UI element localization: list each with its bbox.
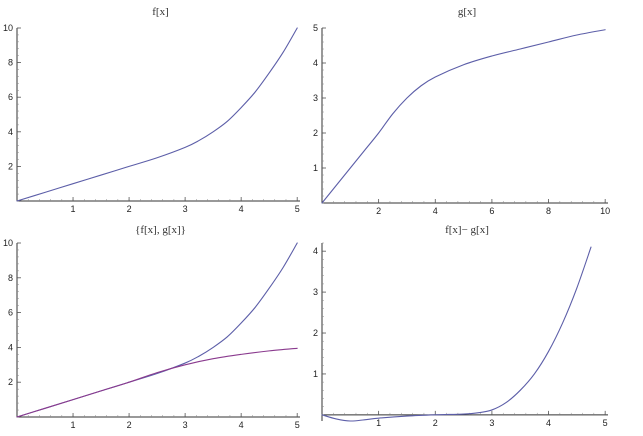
y-tick-label: 1: [313, 369, 318, 379]
y-tick-label: 1: [313, 163, 318, 173]
x-tick-label: 2: [127, 204, 132, 214]
y-tick-label: 6: [8, 92, 13, 102]
plot-title: f[x]: [152, 6, 169, 18]
x-tick-label: 3: [489, 418, 494, 428]
x-tick-label: 8: [546, 206, 551, 216]
x-tick-label: 1: [71, 420, 76, 430]
plot-title: f[x]− g[x]: [445, 224, 489, 236]
x-tick-label: 4: [546, 418, 551, 428]
plot-title: g[x]: [458, 6, 476, 18]
x-tick-label: 1: [376, 418, 381, 428]
series-line-1: [16, 27, 298, 202]
x-tick-label: 3: [183, 420, 188, 430]
plot-panel-4: f[x]− g[x] 1 2 3 4 5 1 2 3 4: [313, 224, 608, 428]
x-tick-label: 1: [71, 204, 76, 214]
series-line-2: [16, 347, 298, 418]
x-tick-label: 5: [603, 418, 608, 428]
x-tick-label: 3: [183, 204, 188, 214]
y-tick-label: 2: [313, 128, 318, 138]
x-tick-label: 6: [489, 206, 494, 216]
y-tick-label: 2: [313, 328, 318, 338]
y-tick-label: 8: [8, 58, 13, 68]
y-tick-label: 8: [8, 273, 13, 283]
plot-panel-3: {f[x], g[x]} 1 2 3 4 5 2 4 6 8 10: [3, 224, 300, 430]
y-tick-label: 4: [8, 342, 13, 352]
x-tick-label: 2: [376, 206, 381, 216]
plot-panel-1: f[x] 1 2 3 4 5 2 4 6 8 10: [3, 6, 300, 214]
y-tick-label: 10: [3, 238, 13, 248]
series-line-1: [321, 246, 592, 422]
y-tick-label: 4: [313, 246, 318, 256]
y-tick-label: 4: [313, 58, 318, 68]
x-tick-label: 2: [433, 418, 438, 428]
plot-title: {f[x], g[x]}: [135, 224, 186, 236]
y-tick-label: 4: [8, 127, 13, 137]
x-tick-label: 4: [433, 206, 438, 216]
y-tick-label: 3: [313, 93, 318, 103]
y-tick-label: 2: [8, 377, 13, 387]
x-tick-label: 4: [239, 204, 244, 214]
y-tick-label: 3: [313, 287, 318, 297]
y-tick-label: 10: [3, 23, 13, 33]
y-tick-label: 5: [313, 23, 318, 33]
x-tick-label: 5: [295, 204, 300, 214]
x-tick-label: 2: [127, 420, 132, 430]
x-tick-label: 5: [295, 420, 300, 430]
x-tick-label: 4: [239, 420, 244, 430]
series-line-1: [16, 242, 298, 418]
y-tick-label: 2: [8, 161, 13, 171]
series-line-1: [321, 29, 606, 204]
y-tick-label: 6: [8, 308, 13, 318]
x-tick-label: 10: [600, 206, 610, 216]
